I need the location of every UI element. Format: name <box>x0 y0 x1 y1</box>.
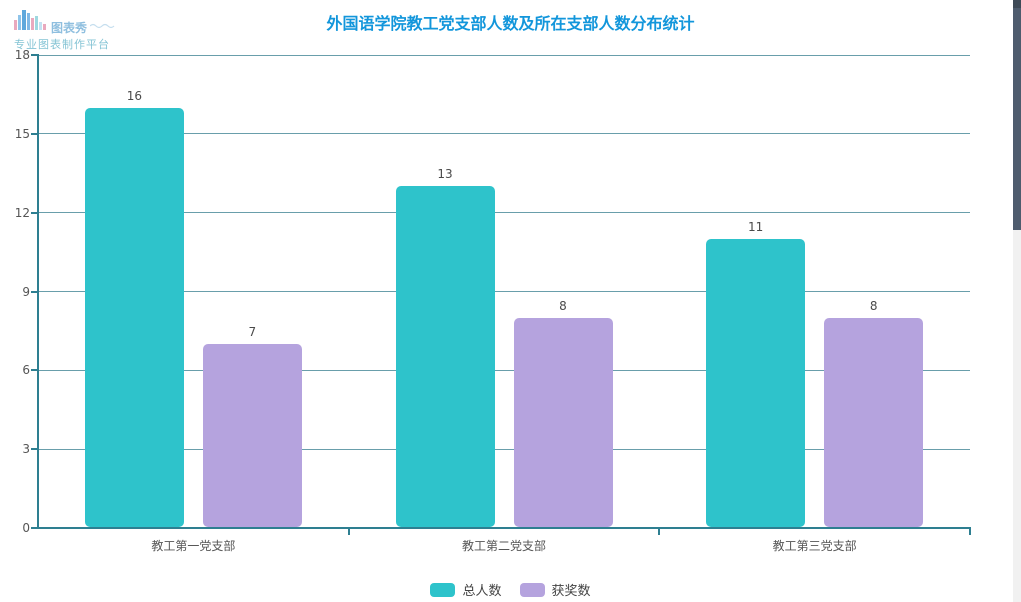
y-axis-label: 3 <box>22 442 30 457</box>
logo-bars-icon <box>14 8 48 34</box>
legend-swatch-0 <box>430 582 456 597</box>
scrollbar-top-cap[interactable] <box>1013 0 1021 8</box>
legend-label-total: 总人数 <box>462 584 502 599</box>
bar-value-label: 7 <box>248 325 257 340</box>
legend-item-award[interactable]: 获奖数 <box>519 580 591 599</box>
y-axis-label: 0 <box>22 521 30 535</box>
logo[interactable]: 图表秀 专业图表制作平台 <box>14 8 154 52</box>
x-axis-tick <box>347 529 350 535</box>
bar-总人数-2 <box>395 186 495 527</box>
bar-value-label: 11 <box>748 219 764 234</box>
gridline <box>38 369 970 371</box>
legend-swatch-1 <box>519 582 545 597</box>
bar-总人数-3 <box>706 238 806 527</box>
x-axis-tick <box>658 529 661 535</box>
vertical-scrollbar[interactable] <box>1013 0 1021 602</box>
y-axis-tick <box>31 211 38 214</box>
logo-tagline: 专业图表制作平台 <box>14 38 110 51</box>
gridline <box>38 212 970 214</box>
y-axis-tick <box>31 448 38 451</box>
y-axis-label: 6 <box>22 363 30 378</box>
legend-item-total[interactable]: 总人数 <box>430 580 502 599</box>
y-axis-label: 9 <box>22 284 30 299</box>
y-axis-tick <box>31 369 38 372</box>
gridline <box>38 133 970 135</box>
category-label: 教工第二党支部 <box>461 539 546 553</box>
scrollbar-thumb[interactable] <box>1013 8 1021 230</box>
legend-label-award: 获奖数 <box>551 584 591 599</box>
y-axis-tick <box>31 132 38 135</box>
y-axis-line <box>37 54 39 529</box>
bar-获奖数-1 <box>202 344 302 527</box>
gridline <box>38 448 970 450</box>
x-axis-line <box>37 527 971 529</box>
gridline <box>38 291 970 292</box>
bar-获奖数-3 <box>824 317 924 527</box>
bar-获奖数-2 <box>513 317 613 527</box>
bar-value-label: 8 <box>559 298 567 313</box>
logo-wave-decoration <box>89 14 116 33</box>
y-axis-tick <box>31 290 38 293</box>
bar-value-label: 8 <box>869 298 878 313</box>
logo-name: 图表秀 <box>51 21 88 35</box>
y-axis-tick <box>31 54 38 56</box>
category-label: 教工第三党支部 <box>772 539 857 553</box>
x-axis-tick <box>969 529 971 535</box>
y-axis-tick <box>31 527 38 529</box>
bar-value-label: 16 <box>126 88 142 103</box>
y-axis-label: 12 <box>14 205 30 220</box>
legend: 总人数 获奖数 <box>0 580 1021 599</box>
y-axis-label: 15 <box>14 126 30 141</box>
category-label: 教工第一党支部 <box>151 539 236 553</box>
gridline <box>38 54 970 56</box>
bar-value-label: 13 <box>437 167 453 182</box>
bar-总人数-1 <box>84 107 184 527</box>
y-axis-label: 18 <box>14 48 30 62</box>
chart-title: 外国语学院教工党支部人数及所在支部人数分布统计 <box>326 14 695 33</box>
